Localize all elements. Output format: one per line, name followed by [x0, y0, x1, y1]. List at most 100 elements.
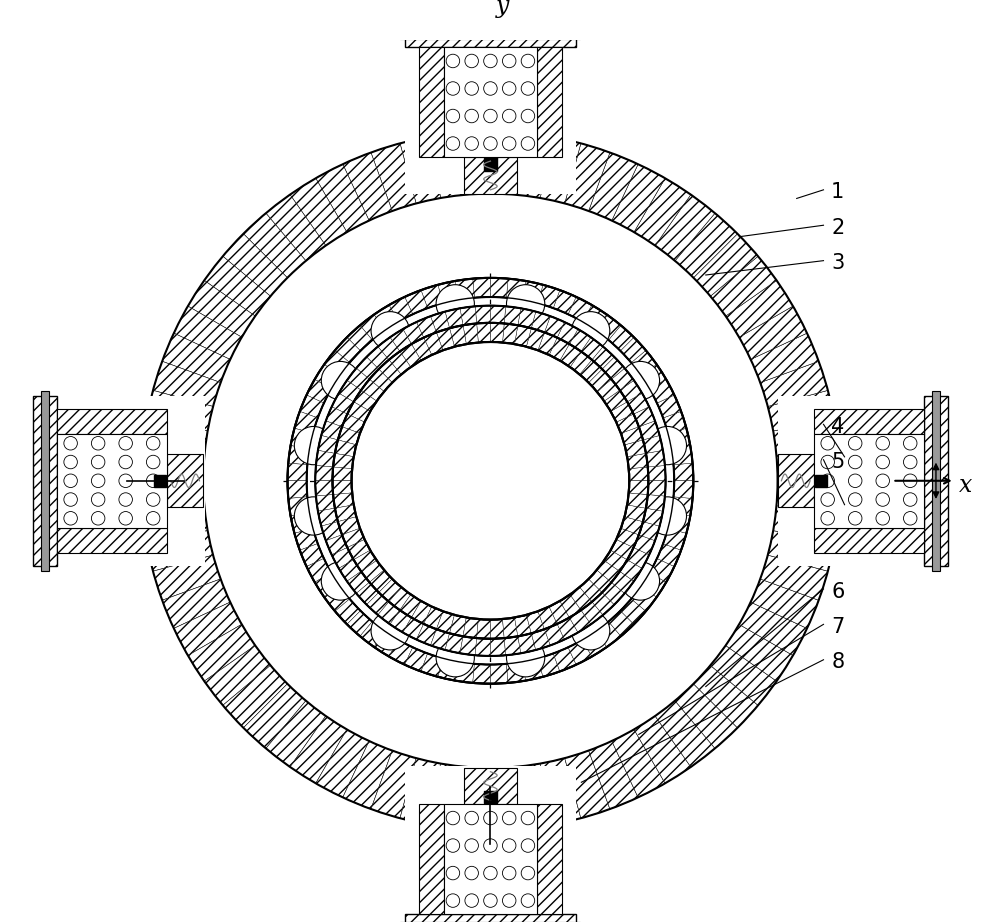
- Circle shape: [146, 474, 160, 488]
- Circle shape: [572, 611, 610, 650]
- Text: 8: 8: [831, 653, 844, 672]
- Circle shape: [903, 455, 917, 468]
- Wedge shape: [569, 610, 591, 632]
- Wedge shape: [338, 427, 360, 444]
- Bar: [154, 475, 166, 487]
- Wedge shape: [526, 611, 544, 633]
- Wedge shape: [648, 466, 666, 480]
- Wedge shape: [634, 716, 691, 784]
- Bar: [484, 791, 497, 803]
- Circle shape: [465, 54, 478, 67]
- Wedge shape: [531, 312, 550, 333]
- Circle shape: [821, 492, 834, 506]
- Wedge shape: [553, 647, 576, 671]
- Wedge shape: [650, 379, 674, 403]
- Wedge shape: [378, 602, 400, 624]
- Wedge shape: [565, 751, 610, 818]
- Wedge shape: [342, 528, 365, 548]
- Wedge shape: [204, 645, 270, 705]
- Wedge shape: [490, 305, 506, 324]
- Circle shape: [876, 474, 889, 488]
- Wedge shape: [369, 369, 392, 392]
- Wedge shape: [360, 621, 385, 647]
- Wedge shape: [332, 393, 354, 414]
- Circle shape: [484, 893, 497, 907]
- Wedge shape: [290, 716, 347, 784]
- Circle shape: [521, 54, 535, 67]
- Wedge shape: [360, 314, 385, 340]
- Circle shape: [91, 455, 105, 468]
- Circle shape: [903, 492, 917, 506]
- Wedge shape: [663, 528, 686, 550]
- Circle shape: [903, 436, 917, 450]
- Wedge shape: [431, 629, 450, 650]
- Wedge shape: [288, 445, 309, 465]
- Wedge shape: [291, 513, 313, 533]
- Wedge shape: [424, 607, 443, 629]
- Wedge shape: [333, 454, 354, 468]
- Circle shape: [502, 82, 516, 95]
- Bar: [924, 396, 948, 566]
- Wedge shape: [675, 684, 737, 749]
- Wedge shape: [243, 213, 306, 278]
- Circle shape: [521, 893, 535, 907]
- Wedge shape: [243, 684, 306, 749]
- Circle shape: [648, 497, 687, 535]
- Bar: [444, 804, 537, 915]
- Wedge shape: [389, 297, 413, 322]
- Wedge shape: [300, 544, 324, 566]
- Circle shape: [848, 512, 862, 525]
- Circle shape: [521, 811, 535, 825]
- Wedge shape: [515, 615, 531, 636]
- Text: 4: 4: [831, 417, 844, 437]
- Circle shape: [484, 109, 497, 123]
- Circle shape: [119, 474, 132, 488]
- Wedge shape: [378, 337, 400, 360]
- Wedge shape: [361, 561, 384, 583]
- Wedge shape: [657, 395, 681, 418]
- Circle shape: [465, 867, 478, 880]
- Circle shape: [484, 54, 497, 67]
- Wedge shape: [333, 480, 352, 494]
- Circle shape: [446, 136, 460, 150]
- Wedge shape: [673, 463, 693, 480]
- Bar: [814, 527, 924, 552]
- Wedge shape: [627, 493, 648, 508]
- Wedge shape: [671, 445, 693, 465]
- Circle shape: [465, 109, 478, 123]
- Wedge shape: [335, 440, 356, 456]
- Wedge shape: [424, 333, 443, 355]
- Wedge shape: [624, 440, 646, 456]
- Circle shape: [64, 512, 77, 525]
- Wedge shape: [549, 601, 569, 624]
- Wedge shape: [400, 136, 441, 204]
- Wedge shape: [760, 361, 828, 407]
- Bar: [464, 158, 517, 194]
- Circle shape: [294, 497, 333, 535]
- Wedge shape: [639, 420, 660, 440]
- Wedge shape: [648, 480, 666, 496]
- Wedge shape: [506, 278, 526, 300]
- Circle shape: [91, 436, 105, 450]
- Text: 7: 7: [831, 617, 844, 637]
- Wedge shape: [490, 638, 506, 656]
- Wedge shape: [153, 361, 221, 407]
- Wedge shape: [515, 133, 551, 198]
- Wedge shape: [411, 601, 432, 624]
- Wedge shape: [141, 450, 204, 480]
- Wedge shape: [726, 280, 793, 337]
- Circle shape: [521, 109, 535, 123]
- Wedge shape: [581, 602, 603, 624]
- Wedge shape: [438, 658, 459, 680]
- Text: 3: 3: [831, 254, 844, 273]
- Bar: [33, 396, 205, 566]
- Wedge shape: [463, 324, 478, 344]
- Wedge shape: [333, 493, 354, 508]
- Bar: [57, 527, 167, 552]
- Circle shape: [64, 436, 77, 450]
- Wedge shape: [604, 550, 627, 572]
- Wedge shape: [641, 364, 666, 389]
- Circle shape: [848, 455, 862, 468]
- Bar: [405, 766, 576, 922]
- Circle shape: [64, 492, 77, 506]
